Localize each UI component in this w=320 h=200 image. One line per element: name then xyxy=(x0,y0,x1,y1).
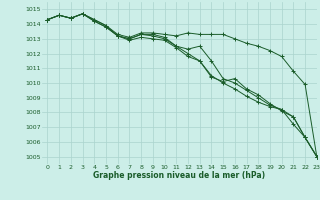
X-axis label: Graphe pression niveau de la mer (hPa): Graphe pression niveau de la mer (hPa) xyxy=(93,171,265,180)
